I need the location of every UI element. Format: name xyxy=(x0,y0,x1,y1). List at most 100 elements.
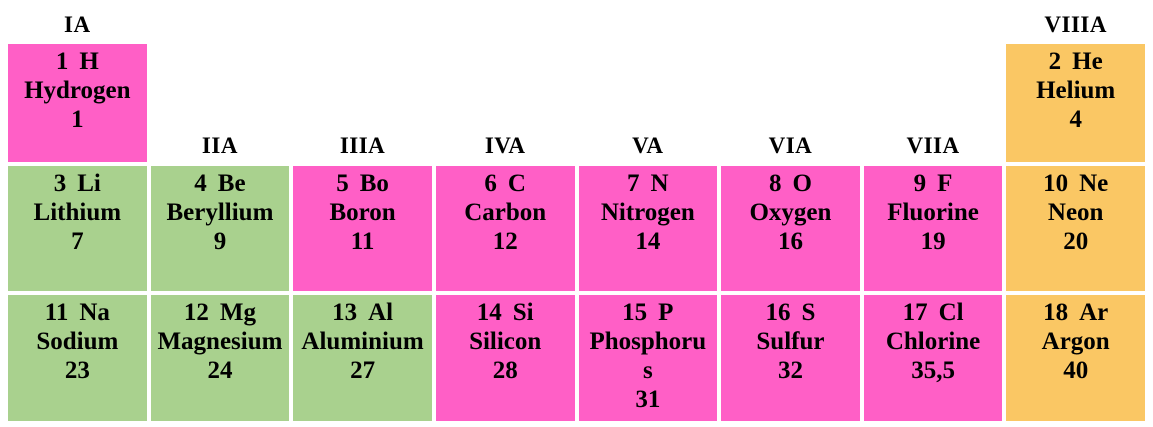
element-symbol: Na xyxy=(79,299,110,326)
element-mass: 31 xyxy=(635,386,661,413)
element-number-symbol: 5 Bo xyxy=(293,169,432,198)
element-number-symbol: 4 Be xyxy=(151,169,290,198)
element-number: 9 xyxy=(913,170,927,197)
element-name: Phosphorus xyxy=(589,328,707,384)
element-mass: 24 xyxy=(207,357,233,384)
element-symbol: Ar xyxy=(1079,299,1109,326)
periodic-table: IA VIIIA IIA IIIA IVA VA VIA VIIA 1 H Hydrogen 1 2… xyxy=(8,10,1145,421)
element-cell-na: 11 Na Sodium 23 xyxy=(8,295,147,421)
element-number: 15 xyxy=(622,299,648,326)
element-number-symbol: 14 Si xyxy=(436,298,575,327)
element-cell-bo: 5 Bo Boron 11 xyxy=(293,166,432,291)
element-name: Helium xyxy=(1036,77,1116,104)
element-mass: 4 xyxy=(1069,106,1082,133)
element-cell-mg: 12 Mg Magnesium 24 xyxy=(150,295,290,421)
element-cell-he: 2 He Helium 4 xyxy=(1006,44,1145,162)
group-label-iia: IIA xyxy=(151,44,290,162)
element-number-symbol: 16 S xyxy=(721,298,860,327)
element-number-symbol: 13 Al xyxy=(293,298,432,327)
element-symbol: Ne xyxy=(1079,170,1109,197)
element-number-symbol: 12 Mg xyxy=(151,298,290,327)
element-mass: 11 xyxy=(350,228,375,255)
element-number-symbol: 2 He xyxy=(1006,47,1145,76)
element-number: 2 xyxy=(1048,48,1062,75)
element-mass: 32 xyxy=(777,357,803,384)
group-label-ia: IA xyxy=(64,12,91,37)
group-label-viiia: VIIIA xyxy=(1044,12,1107,37)
group-label-text: IIA xyxy=(201,133,238,158)
element-number: 5 xyxy=(336,170,349,197)
element-number-symbol: 18 Ar xyxy=(1006,298,1145,327)
element-number: 14 xyxy=(476,299,502,326)
element-symbol: Cl xyxy=(938,299,964,326)
element-name: Sulfur xyxy=(756,328,825,355)
group-label-va: VA xyxy=(579,44,718,162)
element-name: Neon xyxy=(1047,199,1104,226)
group-label-text: IIIA xyxy=(339,133,386,158)
element-mass: 40 xyxy=(1063,357,1089,384)
element-number: 8 xyxy=(768,170,782,197)
element-name: Aluminium xyxy=(301,328,424,355)
element-mass: 27 xyxy=(350,357,376,384)
element-name: Nitrogen xyxy=(600,199,695,226)
element-name: Lithium xyxy=(33,199,122,226)
element-number: 18 xyxy=(1043,299,1069,326)
element-cell-ar: 18 Ar Argon 40 xyxy=(1006,295,1145,421)
element-name: Boron xyxy=(329,199,396,226)
group-label-viia: VIIA xyxy=(864,44,1003,162)
group-label-text: VIIA xyxy=(906,133,960,158)
element-name: Chlorine xyxy=(885,328,981,355)
element-symbol: P xyxy=(658,299,674,326)
element-cell-cl: 17 Cl Chlorine 35,5 xyxy=(863,295,1003,421)
element-symbol: O xyxy=(792,170,812,197)
element-number: 3 xyxy=(53,170,67,197)
element-cell-p: 15 P Phosphorus 31 xyxy=(578,295,718,421)
element-symbol: Bo xyxy=(359,170,389,197)
element-cell-li: 3 Li Lithium 7 xyxy=(8,166,147,291)
element-cell-ne: 10 Ne Neon 20 xyxy=(1006,166,1145,291)
element-symbol: S xyxy=(801,299,816,326)
element-cell-si: 14 Si Silicon 28 xyxy=(435,295,575,421)
element-number: 12 xyxy=(183,299,209,326)
element-number: 16 xyxy=(765,299,791,326)
element-name: Fluorine xyxy=(887,199,979,226)
element-name: Hydrogen xyxy=(24,77,131,104)
element-number: 7 xyxy=(627,170,640,197)
element-symbol: Mg xyxy=(219,299,256,326)
element-name: Silicon xyxy=(469,328,542,355)
group-label-via: VIA xyxy=(721,44,860,162)
element-cell-f: 9 F Fluorine 19 xyxy=(863,166,1003,291)
element-mass: 14 xyxy=(635,228,661,255)
element-number: 4 xyxy=(194,170,207,197)
element-number: 13 xyxy=(332,299,358,326)
element-cell-h: 1 H Hydrogen 1 xyxy=(8,44,147,162)
element-mass: 16 xyxy=(777,228,803,255)
element-cell-c: 6 C Carbon 12 xyxy=(435,166,575,291)
element-number-symbol: 10 Ne xyxy=(1006,169,1145,198)
element-number-symbol: 3 Li xyxy=(8,169,147,198)
element-name: Sodium xyxy=(36,328,119,355)
element-mass: 28 xyxy=(492,357,518,384)
element-mass: 7 xyxy=(71,228,84,255)
group-label-text: VA xyxy=(632,133,664,158)
element-cell-n: 7 N Nitrogen 14 xyxy=(578,166,718,291)
element-symbol: C xyxy=(507,170,526,197)
element-number-symbol: 11 Na xyxy=(8,298,147,327)
group-label-iva: IVA xyxy=(436,44,575,162)
element-name: Carbon xyxy=(464,199,547,226)
element-number: 10 xyxy=(1043,170,1069,197)
element-symbol: Si xyxy=(512,299,534,326)
element-name: Beryllium xyxy=(166,199,274,226)
element-name: Argon xyxy=(1041,328,1110,355)
element-symbol: Li xyxy=(77,170,101,197)
element-cell-s: 16 S Sulfur 32 xyxy=(721,295,860,421)
group-label-text: IVA xyxy=(484,133,526,158)
element-symbol: H xyxy=(79,48,99,75)
element-number: 6 xyxy=(484,170,497,197)
element-number-symbol: 15 P xyxy=(579,298,718,327)
